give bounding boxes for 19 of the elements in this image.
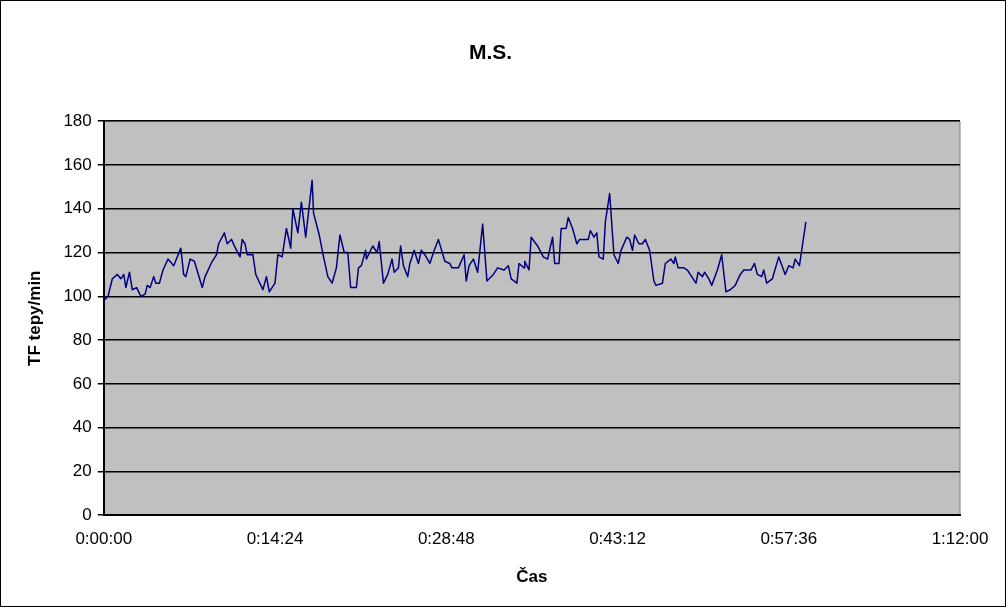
y-axis-title: TF tepy/min	[24, 270, 44, 366]
y-tick-label: 80	[72, 329, 92, 349]
y-tick-label: 60	[72, 373, 92, 393]
y-tick-label: 120	[63, 242, 92, 262]
chart-title: M.S.	[468, 40, 513, 64]
x-tick-label: 0:28:48	[417, 529, 475, 549]
x-tick-label: 0:57:36	[760, 529, 818, 549]
y-tick-label: 0	[82, 504, 92, 524]
y-tick-label: 100	[63, 286, 92, 305]
y-tick-label: 20	[72, 461, 92, 481]
y-tick-label: 160	[63, 154, 92, 174]
x-tick-label: 0:00:00	[75, 529, 133, 549]
y-tick-label: 180	[63, 110, 92, 130]
x-tick-label: 0:43:12	[589, 529, 646, 549]
y-tick-label: 40	[72, 417, 92, 437]
x-tick-label: 1:12:00	[931, 529, 989, 549]
x-axis-title: Čas	[516, 567, 548, 587]
x-tick-label: 0:14:24	[246, 529, 304, 549]
y-tick-label: 140	[63, 198, 92, 218]
